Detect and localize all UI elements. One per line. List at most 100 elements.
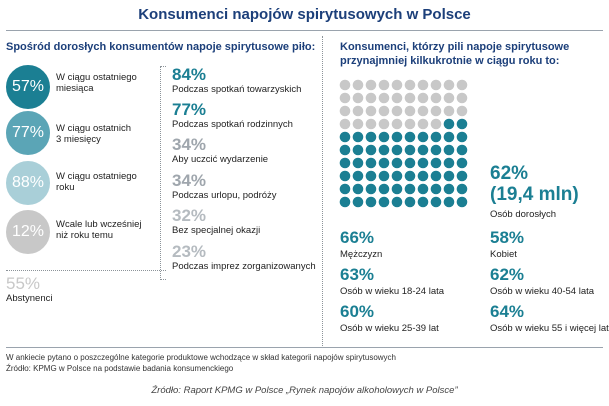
note-survey: W ankiecie pytano o poszczególne kategor… — [6, 353, 396, 362]
waffle-dot — [417, 196, 429, 208]
waffle-dot — [430, 131, 442, 143]
waffle-dot — [417, 105, 429, 117]
waffle-dot — [365, 92, 377, 104]
abstainers-value: 55% — [6, 274, 41, 293]
waffle-dot — [378, 79, 390, 91]
occasion-label: Podczas spotkań rodzinnych — [172, 119, 293, 130]
waffle-dot — [456, 92, 468, 104]
frequency-circle-3: 88% — [4, 159, 52, 207]
waffle-dot — [339, 183, 351, 195]
waffle-dot — [430, 79, 442, 91]
frequency-circle-4: 12% — [4, 208, 52, 256]
bottom-divider — [6, 347, 603, 348]
waffle-dot — [365, 144, 377, 156]
waffle-dot — [352, 170, 364, 182]
waffle-dot — [443, 196, 455, 208]
occasion-value: 77% — [172, 100, 207, 119]
demographic-value: 63% — [340, 265, 375, 284]
waffle-dot — [404, 183, 416, 195]
waffle-dot — [443, 105, 455, 117]
waffle-dot — [339, 196, 351, 208]
right-heading: Konsumenci, którzy pili napoje spirytuso… — [340, 41, 570, 67]
waffle-dot — [391, 131, 403, 143]
waffle-dot — [456, 105, 468, 117]
waffle-dot — [365, 196, 377, 208]
waffle-dot — [365, 157, 377, 169]
waffle-dot — [391, 183, 403, 195]
waffle-dot — [378, 105, 390, 117]
waffle-dot — [417, 144, 429, 156]
waffle-dot — [352, 131, 364, 143]
waffle-dot — [404, 196, 416, 208]
waffle-dot — [404, 79, 416, 91]
waffle-dot — [352, 183, 364, 195]
waffle-dot — [417, 92, 429, 104]
waffle-dot — [443, 170, 455, 182]
waffle-dot — [456, 79, 468, 91]
frequency-label-4: Wcale lub wcześniej niż roku temu — [56, 219, 142, 241]
demographic-label: Osób w wieku 25-39 lat — [340, 323, 439, 334]
abstainers-divider — [6, 270, 166, 271]
waffle-dot — [430, 105, 442, 117]
top-divider — [6, 30, 603, 31]
waffle-dot — [443, 157, 455, 169]
waffle-dot — [352, 92, 364, 104]
frequency-label-2: W ciągu ostatnich 3 miesięcy — [56, 123, 131, 145]
waffle-dot — [339, 105, 351, 117]
waffle-dot — [339, 92, 351, 104]
occasion-label: Bez specjalnej okazji — [172, 225, 261, 236]
occasion-label: Podczas spotkań towarzyskich — [172, 84, 302, 95]
waffle-dot — [352, 157, 364, 169]
waffle-dot — [456, 157, 468, 169]
waffle-dot — [404, 157, 416, 169]
waffle-dot — [456, 183, 468, 195]
waffle-dot — [417, 131, 429, 143]
waffle-dot — [404, 131, 416, 143]
frequency-label-3: W ciągu ostatniego roku — [56, 171, 137, 193]
waffle-dot — [456, 118, 468, 130]
occasion-value: 34% — [172, 135, 207, 154]
waffle-dot — [430, 196, 442, 208]
waffle-dot — [456, 144, 468, 156]
occasion-value: 32% — [172, 206, 207, 225]
waffle-dot — [443, 183, 455, 195]
waffle-dot — [430, 144, 442, 156]
waffle-dot — [339, 157, 351, 169]
waffle-dot — [404, 92, 416, 104]
demographic-value: 58% — [490, 228, 525, 247]
waffle-dot — [430, 92, 442, 104]
demographic-value: 66% — [340, 228, 375, 247]
demographic-label: Kobiet — [490, 249, 517, 260]
waffle-dot — [430, 157, 442, 169]
waffle-dot — [378, 183, 390, 195]
waffle-dot — [378, 196, 390, 208]
waffle-dot — [391, 157, 403, 169]
waffle-dot — [378, 170, 390, 182]
waffle-dot — [339, 170, 351, 182]
waffle-dot — [352, 118, 364, 130]
occasions-bracket — [160, 66, 166, 280]
waffle-dot — [404, 170, 416, 182]
waffle-dot — [352, 79, 364, 91]
left-heading: Spośród dorosłych konsumentów napoje spi… — [6, 41, 316, 53]
waffle-dot — [352, 105, 364, 117]
demographic-label: Osób w wieku 40-54 lata — [490, 286, 595, 297]
waffle-dot — [378, 131, 390, 143]
occasion-value: 23% — [172, 242, 207, 261]
waffle-dot — [365, 170, 377, 182]
headline-value: 62% — [490, 163, 529, 184]
headline-subvalue: (19,4 mln) — [490, 184, 579, 205]
waffle-dot — [417, 79, 429, 91]
waffle-dot — [430, 183, 442, 195]
waffle-dot — [391, 170, 403, 182]
demographic-label: Osób w wieku 18-24 lata — [340, 286, 445, 297]
occasion-value: 84% — [172, 65, 207, 84]
waffle-dot — [443, 92, 455, 104]
abstainers-label: Abstynenci — [6, 293, 53, 304]
waffle-dot — [365, 131, 377, 143]
waffle-dot — [365, 118, 377, 130]
waffle-dot — [404, 118, 416, 130]
source-caption: Źródło: Raport KPMG w Polsce „Rynek napo… — [151, 385, 458, 396]
waffle-dot — [417, 183, 429, 195]
